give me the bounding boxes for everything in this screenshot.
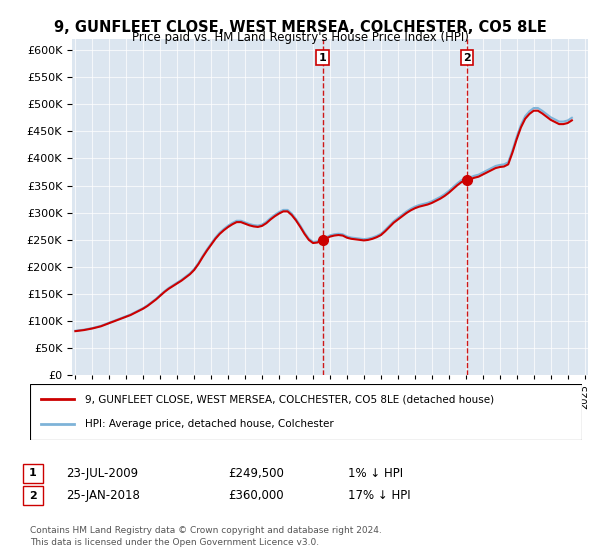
Text: Contains HM Land Registry data © Crown copyright and database right 2024.
This d: Contains HM Land Registry data © Crown c… [30,526,382,547]
Text: 23-JUL-2009: 23-JUL-2009 [66,466,138,480]
Text: Price paid vs. HM Land Registry's House Price Index (HPI): Price paid vs. HM Land Registry's House … [131,31,469,44]
Text: £249,500: £249,500 [228,466,284,480]
Text: 17% ↓ HPI: 17% ↓ HPI [348,489,410,502]
Text: 25-JAN-2018: 25-JAN-2018 [66,489,140,502]
Text: 2: 2 [29,491,37,501]
Text: 1: 1 [29,468,37,478]
FancyBboxPatch shape [30,384,582,440]
Text: £360,000: £360,000 [228,489,284,502]
Text: 9, GUNFLEET CLOSE, WEST MERSEA, COLCHESTER, CO5 8LE: 9, GUNFLEET CLOSE, WEST MERSEA, COLCHEST… [53,20,547,35]
Text: HPI: Average price, detached house, Colchester: HPI: Average price, detached house, Colc… [85,419,334,429]
Text: 1: 1 [319,53,326,63]
Text: 9, GUNFLEET CLOSE, WEST MERSEA, COLCHESTER, CO5 8LE (detached house): 9, GUNFLEET CLOSE, WEST MERSEA, COLCHEST… [85,394,494,404]
Text: 2: 2 [463,53,471,63]
Text: 1% ↓ HPI: 1% ↓ HPI [348,466,403,480]
